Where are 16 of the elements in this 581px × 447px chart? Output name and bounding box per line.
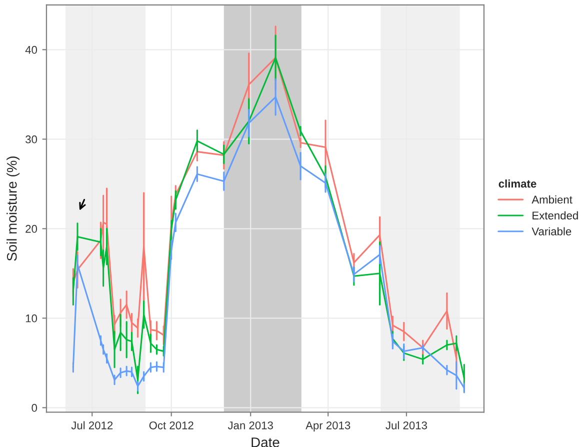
x-axis-title: Date bbox=[252, 438, 280, 447]
legend-title: climate bbox=[498, 179, 536, 188]
y-tick-label: 40 bbox=[25, 46, 38, 54]
y-tick-label: 20 bbox=[26, 224, 38, 233]
legend-label: Ambient bbox=[532, 195, 572, 204]
x-tick-label: Jul 2013 bbox=[386, 421, 427, 430]
legend-label: Extended bbox=[532, 211, 578, 220]
x-tick-label: Jan 2013 bbox=[228, 421, 273, 430]
y-axis-title: Soil moisture (%) bbox=[6, 156, 20, 261]
y-tick-label: 30 bbox=[26, 135, 38, 144]
x-tick-label: Oct 2012 bbox=[149, 421, 194, 430]
y-tick-label: 0 bbox=[32, 404, 38, 412]
x-tick-label: Apr 2013 bbox=[306, 421, 350, 432]
x-tick-label: Jul 2012 bbox=[71, 421, 113, 430]
legend-label: Variable bbox=[532, 227, 572, 236]
y-tick-label: 10 bbox=[26, 314, 38, 322]
